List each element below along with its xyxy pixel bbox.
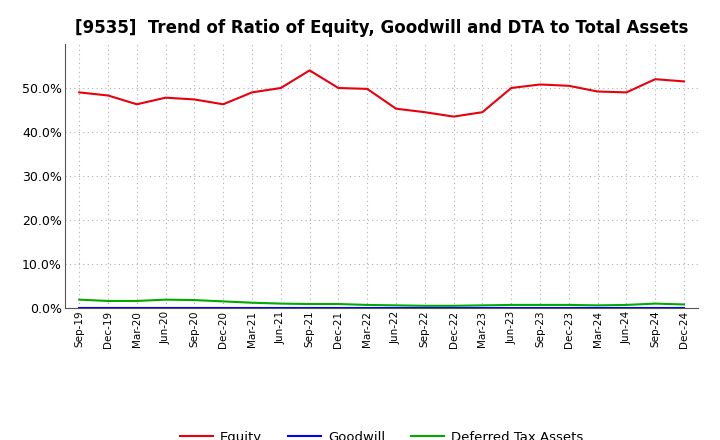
Equity	[219, 102, 228, 107]
Equity	[190, 97, 199, 102]
Deferred Tax Assets	[507, 302, 516, 308]
Title: [9535]  Trend of Ratio of Equity, Goodwill and DTA to Total Assets: [9535] Trend of Ratio of Equity, Goodwil…	[75, 19, 688, 37]
Goodwill	[219, 305, 228, 311]
Goodwill	[449, 305, 458, 311]
Equity	[593, 89, 602, 94]
Equity	[334, 85, 343, 91]
Deferred Tax Assets	[219, 299, 228, 304]
Deferred Tax Assets	[334, 301, 343, 307]
Equity	[363, 86, 372, 92]
Equity	[622, 90, 631, 95]
Deferred Tax Assets	[420, 303, 429, 308]
Goodwill	[392, 305, 400, 311]
Equity	[161, 95, 170, 100]
Goodwill	[305, 305, 314, 311]
Equity	[392, 106, 400, 111]
Goodwill	[75, 305, 84, 311]
Equity	[680, 79, 688, 84]
Equity	[132, 102, 141, 107]
Equity	[478, 110, 487, 115]
Equity	[305, 68, 314, 73]
Equity	[536, 82, 544, 87]
Goodwill	[161, 305, 170, 311]
Equity	[420, 110, 429, 115]
Goodwill	[593, 305, 602, 311]
Deferred Tax Assets	[651, 301, 660, 306]
Deferred Tax Assets	[564, 302, 573, 308]
Goodwill	[680, 305, 688, 311]
Deferred Tax Assets	[276, 301, 285, 306]
Deferred Tax Assets	[449, 303, 458, 308]
Deferred Tax Assets	[305, 301, 314, 307]
Goodwill	[334, 305, 343, 311]
Goodwill	[276, 305, 285, 311]
Goodwill	[622, 305, 631, 311]
Deferred Tax Assets	[593, 303, 602, 308]
Deferred Tax Assets	[363, 302, 372, 308]
Goodwill	[507, 305, 516, 311]
Goodwill	[363, 305, 372, 311]
Equity	[248, 90, 256, 95]
Equity	[75, 90, 84, 95]
Deferred Tax Assets	[104, 298, 112, 304]
Deferred Tax Assets	[622, 302, 631, 308]
Goodwill	[564, 305, 573, 311]
Equity	[651, 77, 660, 82]
Line: Equity: Equity	[79, 70, 684, 117]
Deferred Tax Assets	[161, 297, 170, 302]
Goodwill	[132, 305, 141, 311]
Deferred Tax Assets	[132, 298, 141, 304]
Deferred Tax Assets	[536, 302, 544, 308]
Goodwill	[478, 305, 487, 311]
Deferred Tax Assets	[478, 303, 487, 308]
Goodwill	[104, 305, 112, 311]
Line: Deferred Tax Assets: Deferred Tax Assets	[79, 300, 684, 306]
Goodwill	[190, 305, 199, 311]
Goodwill	[248, 305, 256, 311]
Equity	[276, 85, 285, 91]
Legend: Equity, Goodwill, Deferred Tax Assets: Equity, Goodwill, Deferred Tax Assets	[175, 425, 588, 440]
Goodwill	[420, 305, 429, 311]
Equity	[104, 93, 112, 98]
Deferred Tax Assets	[190, 297, 199, 303]
Goodwill	[536, 305, 544, 311]
Deferred Tax Assets	[392, 303, 400, 308]
Deferred Tax Assets	[248, 300, 256, 305]
Deferred Tax Assets	[75, 297, 84, 302]
Equity	[507, 85, 516, 91]
Goodwill	[651, 305, 660, 311]
Deferred Tax Assets	[680, 302, 688, 307]
Equity	[564, 83, 573, 88]
Equity	[449, 114, 458, 119]
